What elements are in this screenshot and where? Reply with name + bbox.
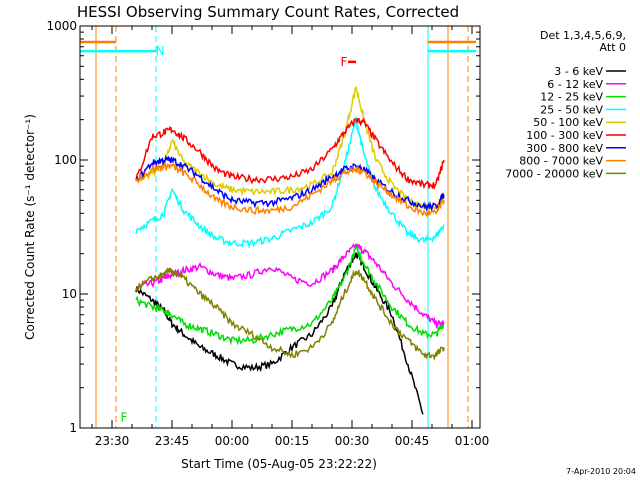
legend-label-4: 50 - 100 keV <box>533 116 603 129</box>
x-tick-label-4: 00:30 <box>335 434 370 448</box>
legend-label-0: 3 - 6 keV <box>554 65 603 78</box>
series-line-3 <box>135 116 445 249</box>
legend-title-1: Att 0 <box>600 41 626 54</box>
legend-label-8: 7000 - 20000 keV <box>505 167 603 180</box>
series-line-7 <box>135 160 445 218</box>
legend-label-5: 100 - 300 keV <box>526 129 603 142</box>
series-line-0 <box>135 252 424 415</box>
x-tick-label-2: 00:00 <box>215 434 250 448</box>
x-axis-label: Start Time (05-Aug-05 23:22:22) <box>181 457 377 471</box>
annotation-0: N <box>156 44 165 58</box>
series-line-6 <box>135 154 445 213</box>
x-tick-label-6: 01:00 <box>455 434 490 448</box>
y-axis-label: Corrected Count Rate (s⁻¹ detector⁻¹) <box>23 114 37 340</box>
legend-label-6: 300 - 800 keV <box>526 142 603 155</box>
series-line-5 <box>135 117 445 191</box>
legend-label-7: 800 - 7000 keV <box>519 155 603 168</box>
y-tick-label-2: 100 <box>54 153 77 167</box>
series-line-2 <box>135 245 445 346</box>
x-tick-label-0: 23:30 <box>95 434 130 448</box>
legend-label-2: 12 - 25 keV <box>540 91 603 104</box>
y-tick-label-3: 1000 <box>46 19 77 33</box>
series-line-4 <box>135 86 445 212</box>
plot-frame <box>79 25 481 429</box>
footer-date: 7-Apr-2010 20:04 <box>566 467 636 476</box>
y-tick-label-0: 1 <box>69 421 77 435</box>
x-tick-label-1: 23:45 <box>155 434 190 448</box>
series-line-8 <box>135 267 445 362</box>
legend-label-1: 6 - 12 keV <box>547 78 603 91</box>
legend-label-3: 25 - 50 keV <box>540 103 603 116</box>
x-tick-label-3: 00:15 <box>275 434 310 448</box>
annotation-1: F <box>341 55 348 69</box>
series-line-1 <box>135 243 445 329</box>
chart-title: HESSI Observing Summary Count Rates, Cor… <box>77 3 459 21</box>
legend-title-0: Det 1,3,4,5,6,9, <box>540 29 626 42</box>
annotation-2: F <box>121 410 128 424</box>
x-tick-label-5: 00:45 <box>395 434 430 448</box>
y-tick-label-1: 10 <box>62 287 77 301</box>
